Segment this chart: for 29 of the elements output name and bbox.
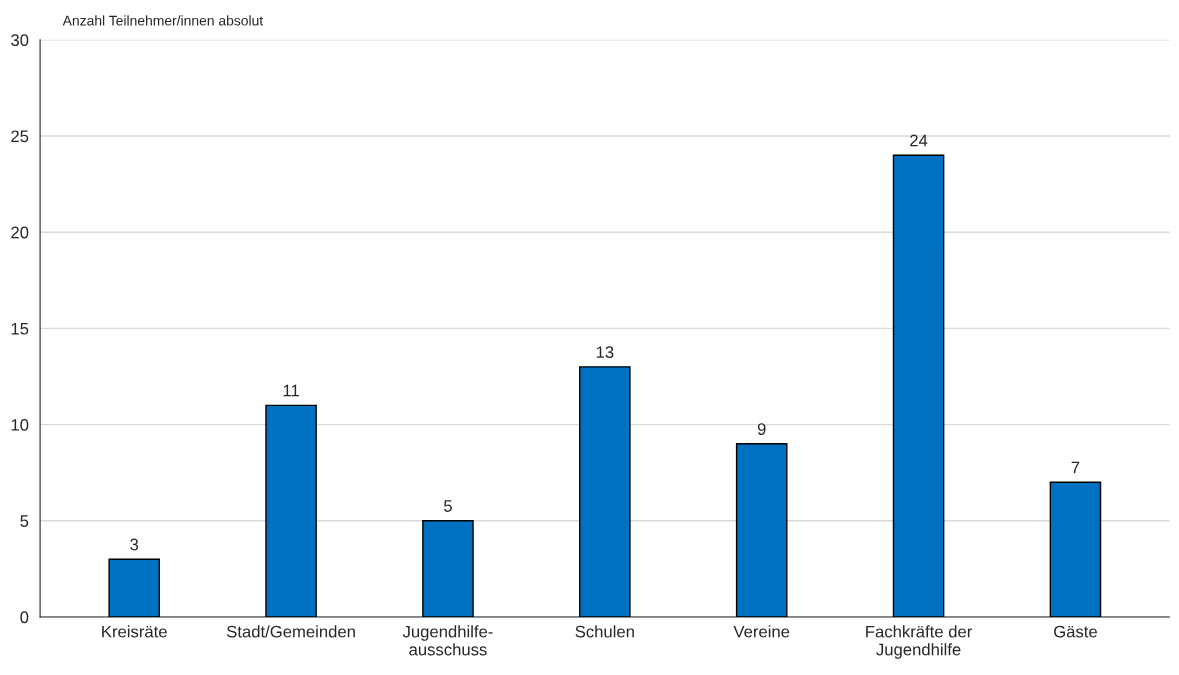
- bar: [579, 366, 631, 617]
- y-tick-label: 20: [11, 226, 29, 239]
- x-tick-label: Schulen: [575, 625, 634, 638]
- y-tick-label: 30: [11, 34, 29, 47]
- data-label: 11: [283, 384, 299, 397]
- data-label: 5: [443, 500, 452, 512]
- y-tick-label: 0: [20, 611, 29, 624]
- bar: [422, 520, 474, 617]
- y-tick-label: 10: [11, 418, 29, 431]
- x-tick-label: Vereine: [733, 625, 790, 638]
- x-tick-label: Fachkräfte der Jugendhilfe: [866, 625, 973, 659]
- data-label: 13: [596, 346, 614, 359]
- data-label: 24: [910, 134, 928, 147]
- y-tick-label: 25: [11, 130, 29, 143]
- bar: [265, 404, 317, 617]
- bar: [108, 558, 161, 617]
- bar: [892, 154, 945, 617]
- data-label: 7: [1071, 461, 1080, 474]
- bar: [735, 443, 788, 617]
- y-tick-label: 15: [11, 322, 29, 335]
- x-tick-label: Kreisräte: [102, 625, 167, 638]
- x-tick-label: Jugendhilfe- ausschuss: [402, 625, 493, 656]
- data-label: 9: [757, 423, 766, 435]
- y-tick-label: 5: [20, 515, 29, 527]
- y-axis-title: Anzahl Teilnehmer/innen absolut: [62, 15, 264, 26]
- data-label: 3: [130, 538, 139, 551]
- bar: [1049, 481, 1102, 617]
- x-tick-label: Gäste: [1054, 625, 1097, 638]
- x-tick-label: Stadt/Gemeinden: [226, 625, 355, 638]
